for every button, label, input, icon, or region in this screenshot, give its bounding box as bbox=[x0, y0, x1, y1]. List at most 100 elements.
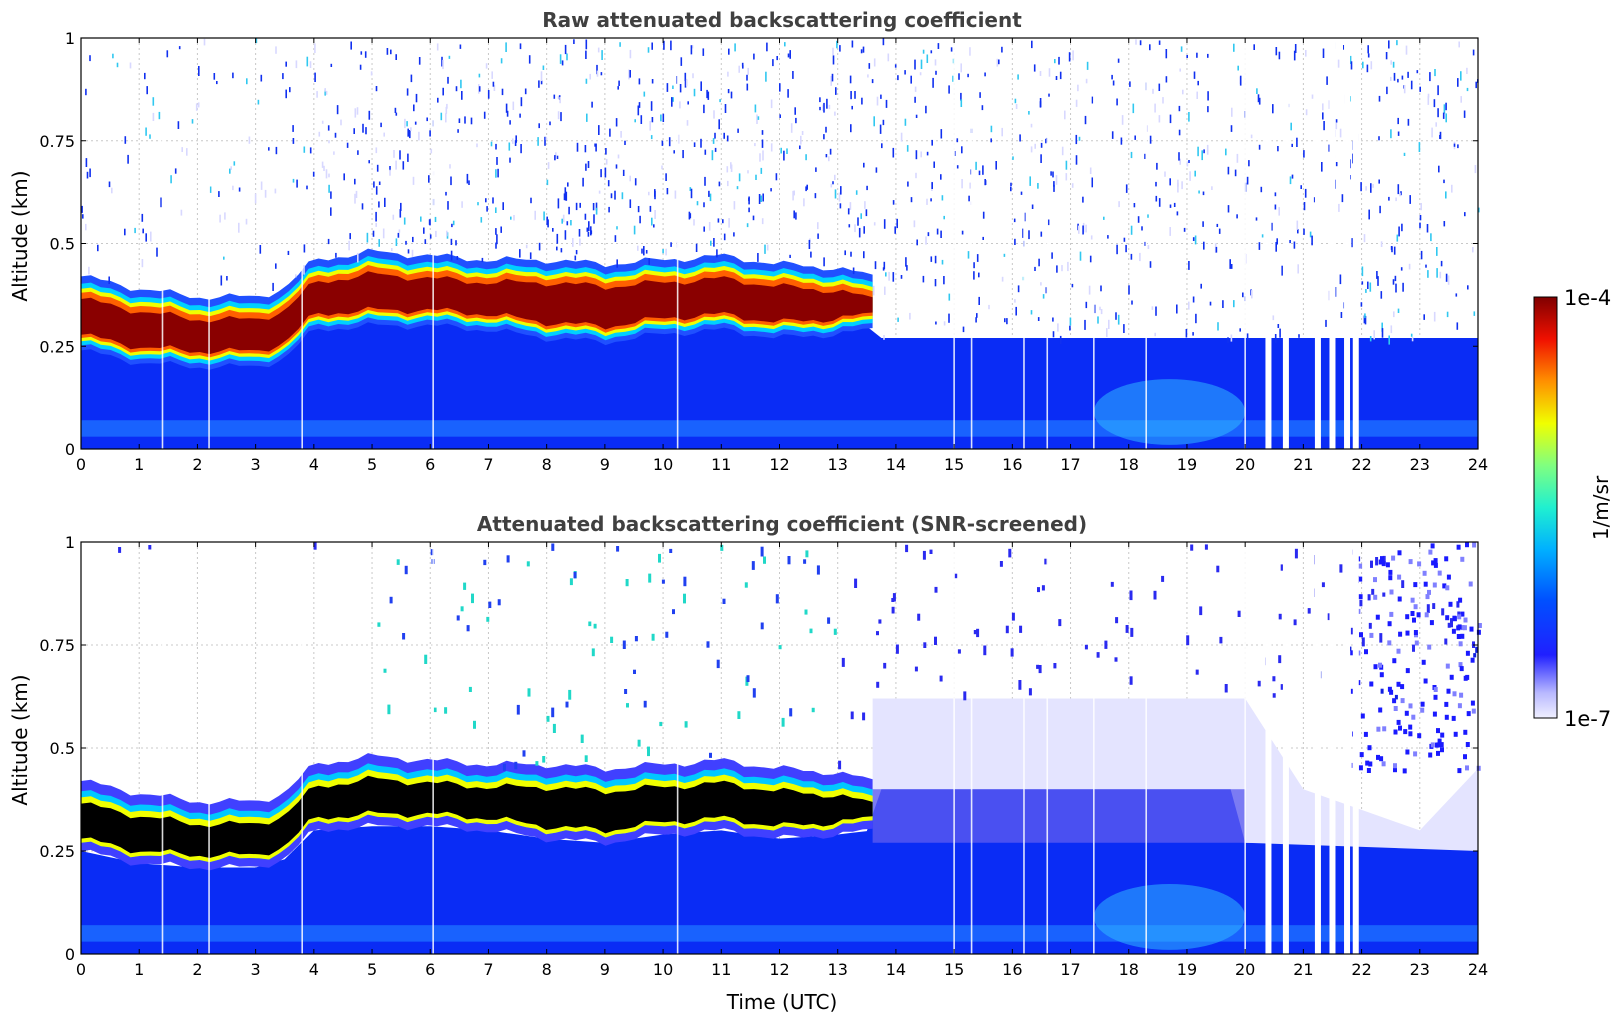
noise-speckle bbox=[1079, 251, 1082, 261]
noise-speckle bbox=[1432, 711, 1437, 717]
noise-speckle bbox=[663, 40, 665, 50]
noise-speckle bbox=[346, 142, 349, 148]
noise-speckle bbox=[633, 669, 636, 674]
residual-layer-region bbox=[872, 789, 1246, 843]
noise-speckle bbox=[940, 174, 942, 180]
noise-speckle bbox=[1398, 631, 1403, 637]
noise-speckle bbox=[529, 252, 532, 259]
noise-speckle bbox=[442, 59, 444, 70]
noise-speckle bbox=[1194, 170, 1196, 177]
noise-speckle bbox=[1456, 322, 1459, 330]
noise-speckle bbox=[634, 119, 636, 123]
noise-speckle bbox=[455, 240, 457, 246]
noise-speckle bbox=[874, 261, 877, 270]
noise-speckle bbox=[1182, 89, 1184, 95]
noise-speckle bbox=[223, 256, 225, 260]
noise-speckle bbox=[365, 127, 367, 135]
noise-speckle bbox=[787, 89, 789, 98]
noise-speckle bbox=[714, 147, 717, 152]
noise-speckle bbox=[1393, 246, 1396, 255]
noise-speckle bbox=[1090, 235, 1093, 240]
noise-speckle bbox=[967, 73, 969, 78]
noise-speckle bbox=[1385, 562, 1390, 568]
noise-speckle bbox=[1196, 52, 1198, 58]
noise-speckle bbox=[1377, 276, 1379, 286]
noise-speckle bbox=[1204, 544, 1208, 550]
noise-speckle bbox=[1039, 71, 1042, 76]
noise-speckle bbox=[1430, 543, 1435, 549]
noise-speckle bbox=[191, 119, 194, 124]
noise-speckle bbox=[1059, 335, 1062, 345]
noise-speckle bbox=[1196, 91, 1198, 99]
noise-speckle bbox=[407, 249, 410, 254]
noise-speckle bbox=[891, 606, 895, 614]
noise-speckle bbox=[1071, 283, 1074, 288]
noise-speckle bbox=[1130, 151, 1133, 159]
noise-speckle bbox=[982, 236, 984, 240]
noise-speckle bbox=[314, 72, 316, 82]
noise-speckle bbox=[747, 170, 749, 174]
noise-speckle bbox=[1452, 616, 1457, 622]
noise-speckle bbox=[1440, 260, 1443, 267]
noise-speckle bbox=[616, 546, 620, 552]
noise-speckle bbox=[1376, 754, 1380, 760]
noise-speckle bbox=[1296, 137, 1298, 147]
noise-speckle bbox=[1224, 684, 1228, 693]
noise-speckle bbox=[1239, 75, 1242, 86]
noise-speckle bbox=[1475, 646, 1479, 653]
noise-speckle bbox=[232, 72, 234, 79]
noise-speckle bbox=[1444, 638, 1448, 645]
noise-speckle bbox=[383, 132, 385, 137]
noise-speckle bbox=[934, 586, 938, 593]
noise-speckle bbox=[478, 86, 481, 92]
noise-speckle bbox=[1390, 60, 1392, 65]
noise-speckle bbox=[1229, 259, 1231, 269]
noise-speckle bbox=[1289, 240, 1291, 244]
noise-speckle bbox=[711, 150, 714, 161]
noise-speckle bbox=[542, 756, 546, 763]
noise-speckle bbox=[567, 182, 569, 187]
noise-speckle bbox=[515, 135, 517, 143]
noise-speckle bbox=[1236, 214, 1238, 219]
noise-speckle bbox=[1365, 760, 1370, 766]
noise-speckle bbox=[1451, 715, 1456, 721]
noise-speckle bbox=[264, 189, 267, 198]
noise-speckle bbox=[614, 190, 616, 200]
noise-speckle bbox=[1418, 142, 1421, 152]
noise-speckle bbox=[1088, 285, 1091, 295]
colorbar-gradient bbox=[1533, 296, 1558, 719]
noise-speckle bbox=[1017, 285, 1020, 293]
noise-speckle bbox=[1369, 336, 1372, 342]
noise-speckle bbox=[1382, 555, 1386, 565]
noise-speckle bbox=[1180, 46, 1183, 52]
noise-speckle bbox=[648, 258, 650, 265]
noise-speckle bbox=[1154, 103, 1156, 113]
noise-speckle bbox=[978, 272, 980, 278]
noise-speckle bbox=[144, 72, 146, 80]
noise-speckle bbox=[563, 193, 566, 201]
noise-speckle bbox=[406, 121, 408, 127]
noise-speckle bbox=[969, 47, 971, 56]
noise-speckle bbox=[506, 110, 509, 117]
noise-speckle bbox=[496, 234, 498, 245]
noise-speckle bbox=[819, 106, 821, 111]
noise-speckle bbox=[1139, 252, 1141, 262]
noise-speckle bbox=[593, 214, 595, 224]
noise-speckle bbox=[435, 230, 437, 237]
noise-speckle bbox=[639, 215, 641, 224]
noise-speckle bbox=[1423, 581, 1428, 587]
data-gap-thin bbox=[953, 542, 955, 954]
noise-speckle bbox=[1433, 558, 1438, 564]
noise-speckle bbox=[1397, 78, 1399, 83]
noise-speckle bbox=[1409, 195, 1411, 204]
noise-speckle bbox=[174, 168, 177, 174]
noise-speckle bbox=[1339, 564, 1343, 573]
noise-speckle bbox=[763, 556, 766, 564]
noise-speckle bbox=[1216, 565, 1220, 573]
noise-speckle bbox=[1020, 191, 1023, 195]
noise-speckle bbox=[375, 222, 377, 227]
noise-speckle bbox=[460, 79, 462, 89]
noise-speckle bbox=[418, 131, 420, 141]
noise-speckle bbox=[324, 88, 326, 92]
noise-speckle bbox=[727, 71, 729, 77]
